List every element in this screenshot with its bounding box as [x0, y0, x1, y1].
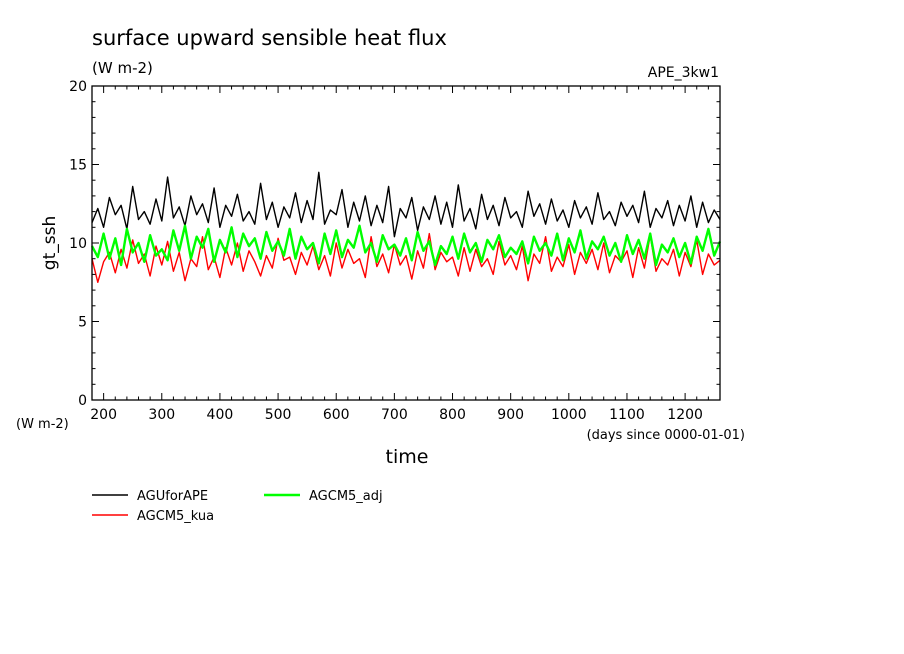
- y-axis-units: (W m-2): [16, 417, 69, 432]
- x-tick-label: 400: [207, 407, 234, 423]
- tick-layer: 200 300 400 500 600 700 800 900 1000 1100 1200 0 5 10…: [69, 79, 721, 423]
- y-tick-label: 15: [69, 158, 87, 174]
- x-tick-label: 600: [323, 407, 350, 423]
- chart-units: (W m-2): [92, 59, 153, 77]
- y-axis-label: gt_ssh: [40, 216, 60, 270]
- x-tick-label: 500: [265, 407, 292, 423]
- y-tick-label: 20: [69, 79, 87, 95]
- x-axis-units: (days since 0000-01-01): [587, 428, 745, 443]
- x-tick-label: 200: [90, 407, 117, 423]
- x-tick-label: 1000: [551, 407, 587, 423]
- x-axis-label: time: [386, 446, 429, 468]
- x-tick-label: 900: [497, 407, 524, 423]
- x-tick-label: 700: [381, 407, 408, 423]
- series-line-agcm5-adj: [90, 224, 722, 267]
- x-tick-label: 1100: [609, 407, 645, 423]
- legend: AGUforAPE AGCM5_kua AGCM5_adj: [92, 489, 383, 524]
- x-tick-label: 300: [148, 407, 175, 423]
- series-line-aguforape: [91, 171, 721, 238]
- legend-label-agcm5-adj: AGCM5_adj: [309, 489, 383, 504]
- y-tick-label: 5: [78, 315, 87, 331]
- x-tick-label: 1200: [667, 407, 703, 423]
- y-tick-label: 0: [78, 393, 87, 409]
- x-tick-label: 800: [439, 407, 466, 423]
- legend-label-agufor-ape: AGUforAPE: [137, 489, 208, 504]
- legend-label-agcm5-kua: AGCM5_kua: [137, 509, 214, 524]
- y-tick-label: 10: [69, 236, 87, 252]
- series-line-agcm5-kua: [91, 232, 721, 283]
- experiment-label: APE_3kw1: [648, 65, 719, 81]
- chart-title: surface upward sensible heat flux: [92, 26, 447, 50]
- series-layer: [90, 171, 722, 283]
